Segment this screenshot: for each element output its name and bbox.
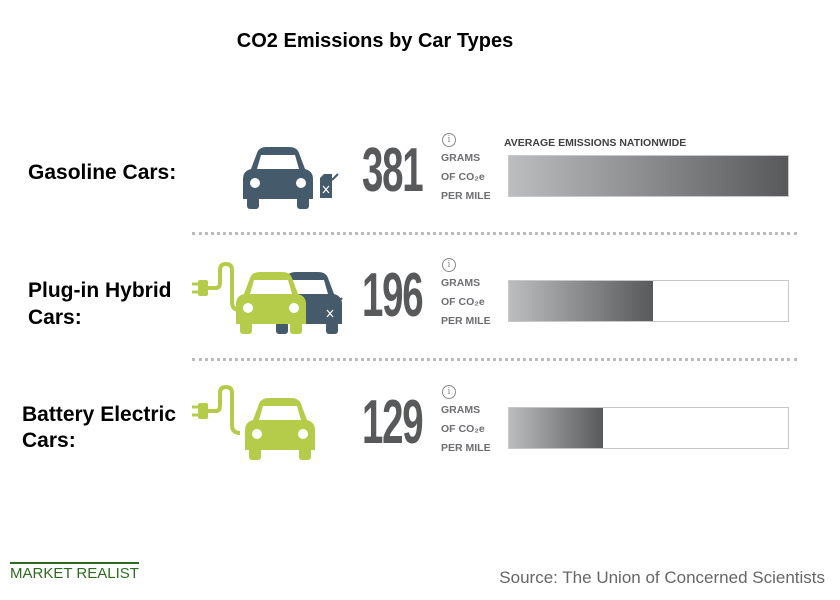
category-label: Battery Electric	[22, 403, 177, 426]
category-label: Cars:	[28, 306, 82, 329]
bar-header: AVERAGE EMISSIONS NATIONWIDE	[504, 137, 687, 149]
info-icon[interactable]: i	[442, 258, 456, 272]
unit-label: PER MILE	[441, 442, 491, 454]
unit-label: PER MILE	[441, 315, 491, 327]
bar-track	[508, 280, 789, 322]
electric-car-half-icon	[236, 272, 306, 334]
info-icon[interactable]: i	[442, 385, 456, 399]
unit-label: OF CO₂e	[441, 296, 485, 308]
unit-label: OF CO₂e	[441, 423, 485, 435]
divider	[192, 232, 797, 235]
category-label: Cars:	[22, 429, 76, 452]
source-note: Source: The Union of Concerned Scientist…	[499, 568, 825, 587]
bar-fill	[509, 408, 604, 448]
bar-fill	[509, 281, 653, 321]
unit-label: PER MILE	[441, 190, 491, 202]
bar-track	[508, 155, 789, 197]
logo-text: MARKET REALIST	[10, 562, 139, 582]
unit-label: GRAMS	[441, 152, 481, 164]
value-label: 196	[362, 261, 424, 330]
plug-icon	[192, 262, 240, 312]
electric-car-icon	[245, 398, 315, 460]
fuel-can-icon	[324, 297, 343, 322]
category-label: Gasoline Cars:	[28, 161, 177, 184]
market-realist-logo: MARKET REALIST	[10, 562, 139, 582]
value-label: 381	[362, 136, 424, 205]
plug-icon	[192, 385, 240, 435]
unit-label: GRAMS	[441, 277, 481, 289]
info-icon[interactable]: i	[442, 133, 456, 147]
value-label: 129	[362, 388, 424, 457]
unit-label: GRAMS	[441, 404, 481, 416]
bar-track	[508, 407, 789, 449]
unit-label: OF CO₂e	[441, 171, 485, 183]
chart-title: CO2 Emissions by Car Types	[236, 30, 514, 52]
category-label: Plug-in Hybrid	[28, 279, 172, 302]
gasoline-car-icon	[243, 147, 313, 209]
fuel-can-icon	[320, 173, 339, 198]
bar-fill	[509, 156, 788, 196]
divider	[192, 358, 797, 361]
